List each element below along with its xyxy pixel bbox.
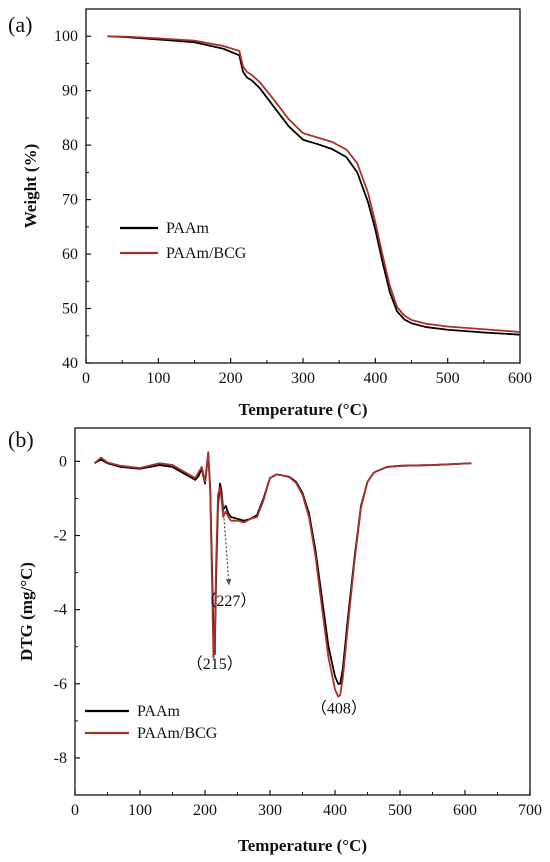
y-tick-label: 80: [62, 137, 78, 154]
chart-panel-1: 0 100 200 300 400 500 600 700 -8 -6 -4 -2 0 Temperatu…: [8, 427, 542, 855]
legend-label: PAAm: [166, 220, 210, 237]
x-tick-label: 300: [258, 802, 282, 819]
y-tick-label: -4: [54, 602, 67, 619]
legend-label: PAAm: [137, 703, 181, 720]
y-axis-title: DTG (mg/°C): [17, 562, 36, 661]
x-tick-label: 500: [388, 802, 412, 819]
y-tick-label: 90: [62, 83, 78, 100]
y-tick-label: 40: [62, 355, 78, 372]
legend-label: PAAm/BCG: [166, 245, 247, 262]
series-line-paam-bcg: [107, 35, 521, 333]
x-tick-label: 0: [82, 370, 90, 387]
x-tick-label: 700: [518, 802, 542, 819]
plot-frame: [85, 8, 521, 364]
chart-panel-0: 0 100 200 300 400 500 600 40 50 60 70 80 90 100 Temper…: [8, 8, 532, 419]
x-tick-label: 600: [453, 802, 477, 819]
series-line-paam-bcg: [93, 451, 472, 698]
y-axis-title: Weight (%): [21, 144, 40, 229]
legend-label: PAAm/BCG: [137, 725, 218, 742]
x-tick-label: 500: [436, 370, 460, 387]
x-tick-label: 200: [193, 802, 217, 819]
x-tick-label: 100: [128, 802, 152, 819]
y-tick-label: 0: [59, 453, 67, 470]
peak-annotation: （227）: [200, 592, 256, 610]
y-tick-label: -8: [54, 750, 67, 767]
x-tick-label: 100: [146, 370, 170, 387]
annotation-arrow-head: [225, 578, 232, 586]
annotation-arrow-line: [221, 498, 230, 586]
x-axis-title: Temperature (°C): [238, 836, 367, 855]
x-tick-label: 400: [363, 370, 387, 387]
series-line-paam: [107, 35, 521, 336]
y-tick-label: -2: [54, 528, 67, 545]
peak-annotation: （215）: [187, 655, 243, 673]
x-tick-label: 200: [219, 370, 243, 387]
x-tick-label: 0: [71, 802, 79, 819]
y-tick-label: 100: [54, 28, 78, 45]
y-tick-label: 50: [62, 301, 78, 318]
x-tick-label: 400: [323, 802, 347, 819]
x-tick-label: 300: [291, 370, 315, 387]
x-tick-label: 600: [508, 370, 532, 387]
panel-label: (a): [8, 12, 32, 37]
y-tick-label: 70: [62, 192, 78, 209]
panel-label: (b): [8, 427, 34, 452]
x-axis-title: Temperature (°C): [238, 400, 367, 419]
y-tick-label: 60: [62, 246, 78, 263]
y-tick-label: -6: [54, 676, 67, 693]
series-line-paam: [94, 453, 472, 685]
peak-annotation: （408）: [311, 699, 367, 717]
